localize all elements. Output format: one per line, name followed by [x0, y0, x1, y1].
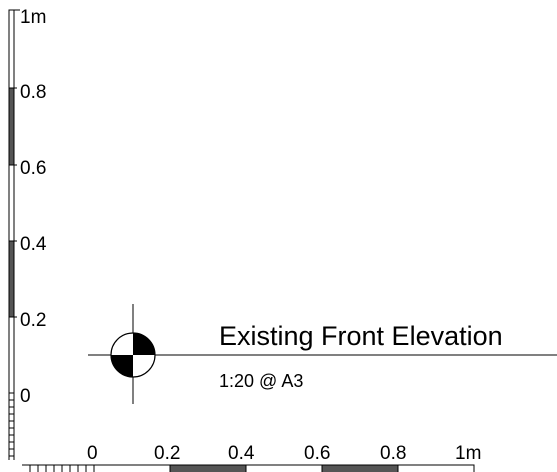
vertical-scale-segment: [8, 240, 15, 318]
vertical-tick-label: 0: [20, 386, 31, 407]
horizontal-tick-label: 0.8: [380, 443, 406, 464]
horizontal-tick-label: 0: [87, 443, 98, 464]
drawing-title-block: Existing Front Elevation 1:20 @ A3: [155, 321, 557, 391]
vertical-tick-label: 0.4: [20, 234, 47, 255]
vertical-scale-segment: [8, 87, 15, 166]
horizontal-scale-segment: [93, 464, 171, 472]
horizontal-tick-label: 0.6: [304, 443, 330, 464]
vertical-scale-segment: [8, 9, 15, 89]
level-datum-marker-icon: [88, 304, 180, 404]
horizontal-tick-label: 0.4: [228, 443, 255, 464]
vertical-scale-bar: 1m 0.8 0.6 0.4 0.2 0: [8, 7, 47, 460]
horizontal-scale-bar: 0 0.2 0.4 0.6 0.8 1m: [22, 443, 481, 472]
horizontal-scale-segment: [245, 464, 323, 472]
horizontal-tick-label: 0.2: [154, 443, 180, 464]
horizontal-fine-subdivisions: [22, 464, 94, 472]
drawing-scale-note: 1:20 @ A3: [219, 371, 303, 391]
vertical-scale-segment: [8, 164, 15, 242]
vertical-tick-label: 0.2: [20, 310, 46, 331]
horizontal-scale-segment: [169, 464, 247, 472]
vertical-tick-label: 0.8: [20, 82, 46, 103]
horizontal-tick-label: 1m: [455, 443, 481, 464]
drawing-title: Existing Front Elevation: [219, 321, 503, 351]
vertical-tick-label: 1m: [20, 7, 46, 28]
horizontal-scale-segment: [397, 464, 475, 472]
vertical-tick-label: 0.6: [20, 158, 46, 179]
horizontal-scale-segment: [321, 464, 399, 472]
vertical-scale-segment: [8, 316, 15, 394]
vertical-fine-subdivisions: [8, 392, 15, 460]
